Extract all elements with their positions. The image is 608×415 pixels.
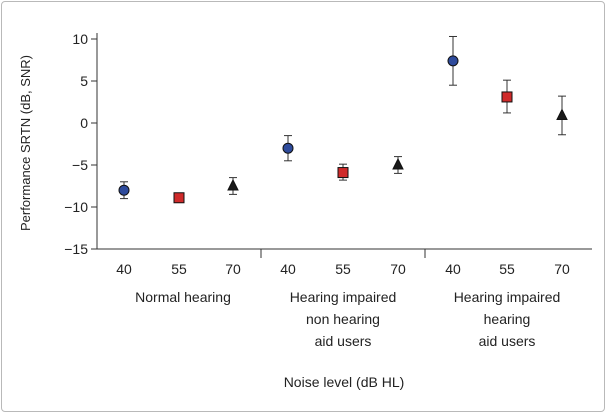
data-marks xyxy=(118,35,568,204)
y-tick-label: 0 xyxy=(80,115,88,131)
x-tick-label: 55 xyxy=(335,261,351,277)
group-label: aid users xyxy=(479,333,536,349)
data-point-triangle xyxy=(227,178,239,191)
group-label: aid users xyxy=(315,333,372,349)
data-point-circle xyxy=(447,55,459,67)
x-tick-label: 55 xyxy=(171,261,187,277)
data-point-circle xyxy=(118,184,130,196)
group-label: Normal hearing xyxy=(135,289,231,305)
group-label: hearing xyxy=(484,311,531,327)
group-label: Hearing impaired xyxy=(290,289,397,305)
x-tick-label: 40 xyxy=(116,261,132,277)
data-point-circle xyxy=(282,142,294,154)
data-point-square xyxy=(337,167,349,179)
group-label: non hearing xyxy=(306,311,380,327)
data-point-triangle xyxy=(556,108,568,120)
group-label: Hearing impaired xyxy=(454,289,561,305)
y-tick-label: −15 xyxy=(64,241,88,257)
x-tick-label: 70 xyxy=(225,261,241,277)
axes: 10 5 0 −5 −10 −15 40 55 70 40 55 70 40 55 70 Normal hea… xyxy=(64,31,592,349)
x-tick-label: 70 xyxy=(554,261,570,277)
data-point-square xyxy=(173,192,185,204)
y-tick-label: 10 xyxy=(72,31,88,47)
x-tick-label: 55 xyxy=(499,261,515,277)
x-tick-label: 40 xyxy=(445,261,461,277)
data-point-square xyxy=(501,91,513,103)
x-tick-label: 40 xyxy=(280,261,296,277)
data-point-triangle xyxy=(392,157,404,170)
x-axis-label: Noise level (dB HL) xyxy=(284,374,405,390)
y-tick-label: −10 xyxy=(64,199,88,215)
y-tick-label: 5 xyxy=(80,73,88,89)
x-tick-label: 70 xyxy=(390,261,406,277)
axis-labels: Performance SRTN (dB, SNR) Noise level (… xyxy=(18,55,404,390)
y-tick-label: −5 xyxy=(72,157,88,173)
y-axis-label: Performance SRTN (dB, SNR) xyxy=(18,55,33,231)
